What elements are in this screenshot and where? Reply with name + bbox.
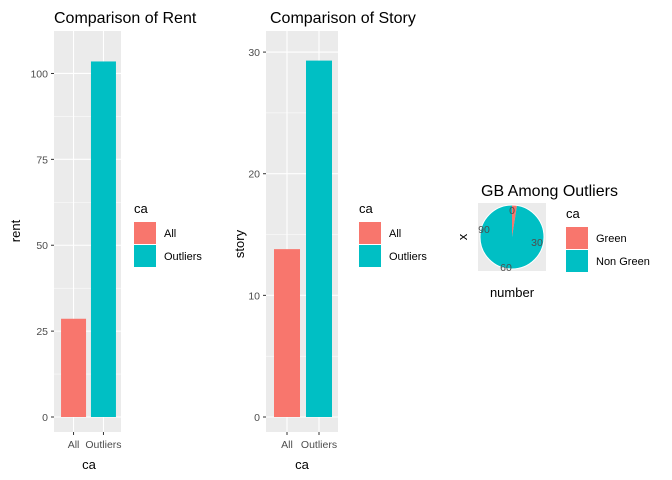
rent-legend-key-all bbox=[134, 222, 156, 244]
story-bar-all bbox=[274, 249, 300, 417]
story-bar-outliers bbox=[306, 60, 332, 418]
outliers-legend-label: Green bbox=[596, 233, 627, 245]
rent-legend-key-outliers bbox=[134, 245, 156, 267]
rent-bars bbox=[61, 61, 116, 417]
outliers-y-axis-title: x bbox=[455, 233, 470, 240]
outliers-angle-label: 30 bbox=[531, 237, 543, 249]
rent-y-tick-label: 100 bbox=[30, 68, 48, 80]
rent-x-tick-label: All bbox=[68, 439, 80, 451]
story-y-axis-title: story bbox=[232, 229, 247, 258]
rent-y-tick-label: 25 bbox=[36, 326, 48, 338]
story-y-tick-label: 20 bbox=[248, 169, 260, 181]
rent-x-tick-label: Outliers bbox=[85, 439, 121, 451]
rent-title: Comparison of Rent bbox=[54, 10, 197, 27]
rent-y-tick-label: 75 bbox=[36, 154, 48, 166]
rent-y-axis-title: rent bbox=[8, 219, 23, 242]
outliers-angle-label: 60 bbox=[500, 262, 512, 274]
rent-y-ticks: 0 25 50 75 100 bbox=[30, 68, 54, 424]
outliers-pie bbox=[479, 204, 545, 270]
story-x-tick-label: Outliers bbox=[301, 439, 337, 451]
outliers-legend-key-green bbox=[566, 227, 588, 249]
rent-bar-outliers bbox=[90, 61, 116, 417]
rent-legend-label: All bbox=[164, 228, 176, 240]
story-y-tick-label: 30 bbox=[248, 47, 260, 59]
outliers-angle-label: 90 bbox=[478, 224, 490, 236]
rent-legend-title: ca bbox=[134, 201, 149, 216]
story-title: Comparison of Story bbox=[270, 10, 416, 27]
outliers-legend-label: Non Green bbox=[596, 256, 650, 268]
story-y-tick-label: 10 bbox=[248, 290, 260, 302]
outliers-slice-green bbox=[512, 205, 518, 237]
outliers-angle-ticks: 0 30 60 90 bbox=[478, 205, 543, 274]
outliers-pie-ring bbox=[479, 204, 545, 270]
outliers-slice-non-green bbox=[480, 205, 544, 269]
story-y-ticks: 0 10 20 30 bbox=[248, 47, 266, 424]
outliers-legend-key-non-green bbox=[566, 250, 588, 272]
rent-y-tick-label: 0 bbox=[42, 412, 48, 424]
outliers-title: GB Among Outliers bbox=[481, 183, 618, 200]
outliers-x-axis-title: number bbox=[490, 285, 535, 300]
outliers-legend: ca Green Non Green bbox=[566, 206, 650, 272]
story-x-tick-label: All bbox=[281, 439, 293, 451]
story-x-ticks: All Outliers bbox=[281, 432, 337, 451]
story-legend: ca All Outliers bbox=[359, 201, 427, 267]
story-legend-label: Outliers bbox=[389, 251, 427, 263]
outliers-panel: GB Among Outliers 0 30 60 90 number x ca Gr… bbox=[455, 183, 650, 300]
rent-panel: Comparison of Rent 0 25 50 75 100 All Outlier… bbox=[8, 10, 202, 472]
rent-x-axis-title: ca bbox=[82, 457, 97, 472]
story-bars bbox=[274, 60, 332, 418]
story-y-tick-label: 0 bbox=[254, 412, 260, 424]
rent-legend-label: Outliers bbox=[164, 251, 202, 263]
story-legend-label: All bbox=[389, 228, 401, 240]
rent-bar-all bbox=[61, 318, 87, 417]
outliers-angle-label: 0 bbox=[509, 205, 515, 217]
story-x-axis-title: ca bbox=[295, 457, 310, 472]
rent-x-ticks: All Outliers bbox=[68, 432, 122, 451]
rent-y-tick-label: 50 bbox=[36, 240, 48, 252]
outliers-legend-title: ca bbox=[566, 206, 581, 221]
story-legend-key-all bbox=[359, 222, 381, 244]
story-legend-key-outliers bbox=[359, 245, 381, 267]
story-legend-title: ca bbox=[359, 201, 374, 216]
rent-legend: ca All Outliers bbox=[134, 201, 202, 267]
